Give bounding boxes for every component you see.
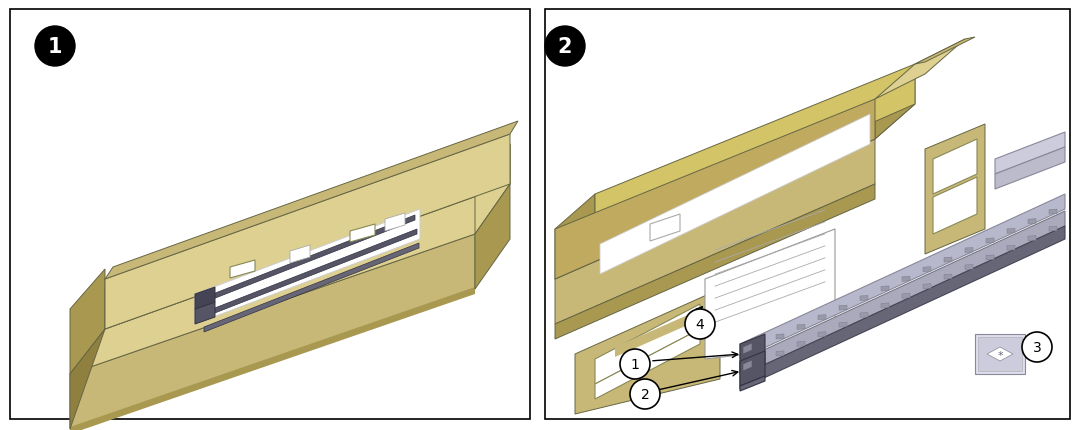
Polygon shape (70, 234, 475, 429)
Polygon shape (966, 248, 973, 253)
Polygon shape (818, 315, 826, 320)
Polygon shape (105, 122, 518, 280)
Polygon shape (797, 325, 805, 329)
Polygon shape (740, 194, 1065, 359)
Polygon shape (975, 334, 1025, 374)
Bar (10, 10, 530, 419)
Polygon shape (986, 238, 994, 243)
Polygon shape (595, 65, 915, 244)
Circle shape (35, 27, 75, 67)
Text: 1: 1 (48, 37, 63, 57)
Circle shape (545, 27, 585, 67)
Circle shape (1022, 332, 1052, 362)
Polygon shape (839, 305, 847, 310)
Polygon shape (105, 135, 510, 329)
Polygon shape (195, 209, 420, 324)
Polygon shape (902, 294, 910, 298)
Polygon shape (600, 115, 870, 274)
Polygon shape (966, 265, 973, 270)
Polygon shape (650, 215, 680, 241)
Polygon shape (860, 296, 868, 301)
Polygon shape (70, 184, 510, 374)
Polygon shape (740, 351, 765, 386)
Polygon shape (755, 361, 762, 366)
Polygon shape (740, 212, 1065, 376)
Polygon shape (575, 289, 720, 414)
Polygon shape (860, 313, 868, 318)
Polygon shape (944, 274, 951, 280)
Polygon shape (740, 359, 765, 374)
Polygon shape (902, 276, 910, 282)
Polygon shape (204, 243, 419, 332)
Polygon shape (995, 147, 1065, 190)
Polygon shape (777, 351, 784, 356)
Polygon shape (195, 302, 215, 324)
Polygon shape (105, 144, 510, 329)
Polygon shape (350, 224, 375, 243)
Polygon shape (740, 227, 1065, 389)
Polygon shape (839, 322, 847, 327)
Text: 2: 2 (640, 387, 649, 401)
Polygon shape (70, 269, 105, 374)
Polygon shape (475, 184, 510, 289)
Polygon shape (933, 140, 977, 194)
Polygon shape (705, 230, 835, 359)
Polygon shape (986, 255, 994, 260)
Polygon shape (1049, 209, 1057, 215)
Polygon shape (70, 329, 105, 429)
Text: 1: 1 (631, 357, 639, 371)
Polygon shape (1007, 229, 1015, 234)
Polygon shape (875, 65, 915, 140)
Polygon shape (875, 40, 966, 100)
Text: 4: 4 (696, 317, 704, 331)
Polygon shape (1028, 219, 1036, 224)
Polygon shape (881, 286, 889, 291)
Text: 2: 2 (557, 37, 572, 57)
Polygon shape (555, 140, 875, 324)
Polygon shape (923, 284, 931, 289)
Polygon shape (555, 194, 595, 280)
Polygon shape (555, 184, 875, 339)
Polygon shape (743, 360, 752, 371)
Polygon shape (195, 287, 215, 309)
Polygon shape (1049, 227, 1057, 232)
Polygon shape (615, 314, 690, 357)
Polygon shape (555, 100, 875, 280)
Text: 3: 3 (1032, 340, 1041, 354)
Polygon shape (755, 344, 762, 349)
Polygon shape (923, 267, 931, 272)
Polygon shape (1007, 246, 1015, 251)
Polygon shape (595, 329, 700, 399)
Circle shape (620, 349, 650, 379)
Polygon shape (777, 334, 784, 339)
Polygon shape (384, 214, 405, 231)
Circle shape (630, 379, 660, 409)
Polygon shape (1028, 236, 1036, 241)
Polygon shape (995, 133, 1065, 175)
Text: *: * (997, 350, 1003, 360)
Polygon shape (743, 343, 752, 354)
Polygon shape (978, 337, 1022, 371)
Polygon shape (202, 230, 417, 318)
Circle shape (685, 309, 715, 339)
Polygon shape (595, 304, 700, 384)
Polygon shape (924, 125, 985, 255)
Polygon shape (987, 347, 1013, 361)
Polygon shape (200, 215, 415, 304)
Polygon shape (797, 341, 805, 347)
Polygon shape (881, 303, 889, 308)
Polygon shape (230, 261, 255, 278)
Polygon shape (818, 332, 826, 337)
Bar (545, 10, 1070, 419)
Polygon shape (740, 376, 765, 391)
Polygon shape (70, 287, 475, 430)
Polygon shape (944, 258, 951, 262)
Polygon shape (915, 38, 975, 65)
Polygon shape (555, 105, 915, 280)
Polygon shape (475, 144, 510, 234)
Polygon shape (291, 246, 310, 264)
Polygon shape (740, 334, 765, 369)
Polygon shape (933, 178, 977, 234)
